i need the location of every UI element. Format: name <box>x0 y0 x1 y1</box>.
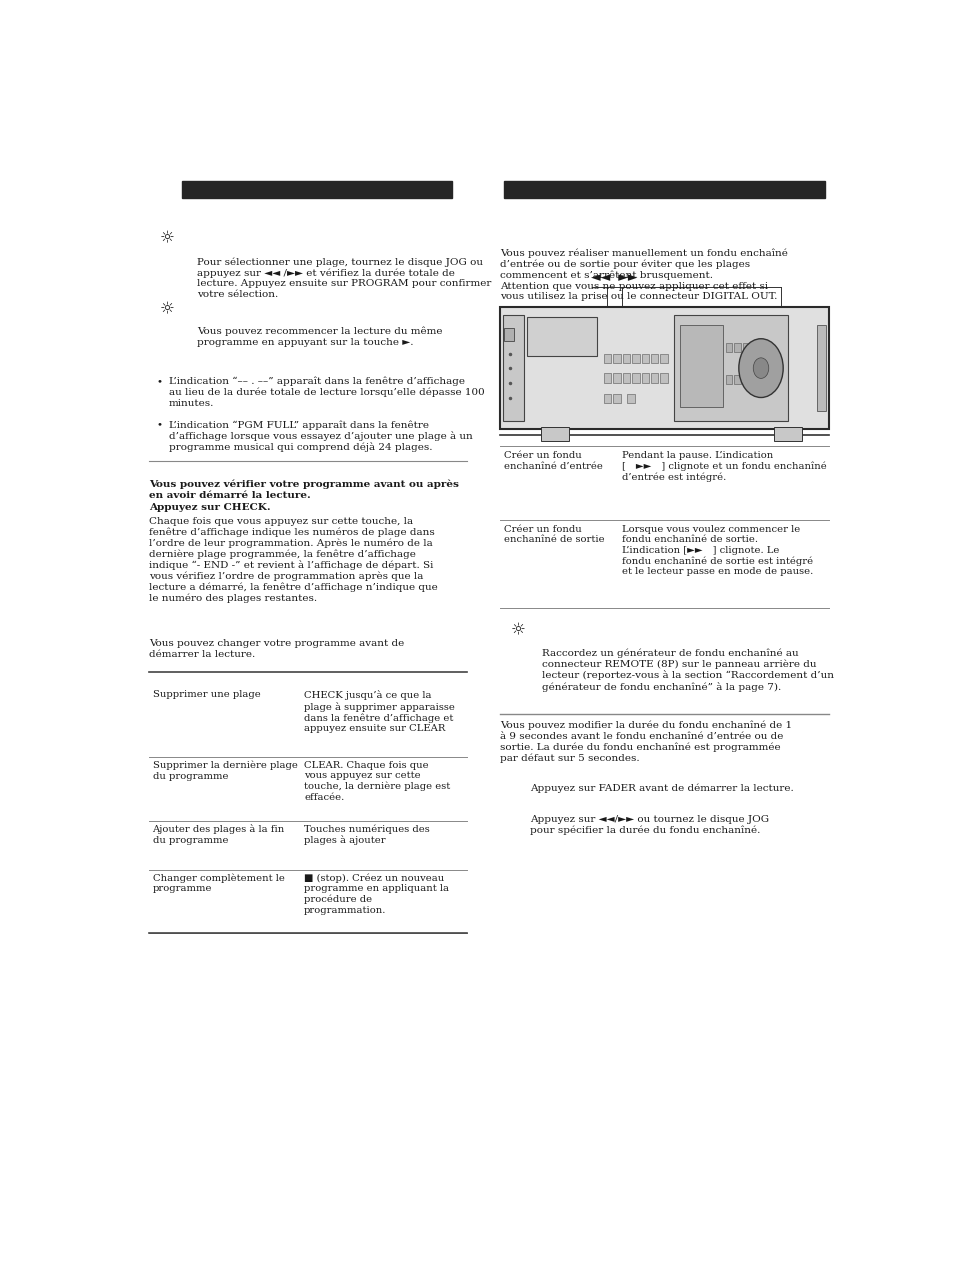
Bar <box>632 373 639 383</box>
Bar <box>613 393 619 403</box>
Text: Ajouter des plages à la fin
du programme: Ajouter des plages à la fin du programme <box>152 824 285 845</box>
Text: CHECK jusqu’à ce que la
plage à supprimer apparaisse
dans la fenêtre d’affichage: CHECK jusqu’à ce que la plage à supprime… <box>304 691 455 733</box>
Text: •: • <box>156 377 163 385</box>
Text: Vous pouvez modifier la durée du fondu enchanîné de 1
à 9 secondes avant le fond: Vous pouvez modifier la durée du fondu e… <box>499 721 791 763</box>
Bar <box>626 393 634 403</box>
Bar <box>724 343 731 352</box>
Bar <box>603 354 610 364</box>
Text: Vous pouvez recommencer la lecture du même
programme en appuyant sur la touche ►: Vous pouvez recommencer la lecture du mê… <box>196 327 442 347</box>
Bar <box>499 308 828 429</box>
Bar <box>613 373 619 383</box>
Text: Supprimer la dernière plage
du programme: Supprimer la dernière plage du programme <box>152 761 297 781</box>
Text: L’indication “–– . ––” apparaît dans la fenêtre d’affichage
au lieu de la durée : L’indication “–– . ––” apparaît dans la … <box>169 377 484 408</box>
Bar <box>751 343 758 352</box>
Text: Appuyez sur FADER avant de démarrer la lecture.: Appuyez sur FADER avant de démarrer la l… <box>529 784 793 792</box>
Bar <box>742 375 749 384</box>
Bar <box>734 375 740 384</box>
Bar <box>502 315 523 421</box>
Text: ■ (stop). Créez un nouveau
programme en appliquant la
procédure de
programmation: ■ (stop). Créez un nouveau programme en … <box>304 874 449 915</box>
Bar <box>773 427 801 440</box>
Bar <box>659 354 667 364</box>
Bar <box>734 343 740 352</box>
Text: CLEAR. Chaque fois que
vous appuyez sur cette
touche, la dernière plage est
effa: CLEAR. Chaque fois que vous appuyez sur … <box>304 761 450 801</box>
Text: ☼: ☼ <box>160 230 174 248</box>
Text: Chaque fois que vous appuyez sur cette touche, la
fenêtre d’affichage indique le: Chaque fois que vous appuyez sur cette t… <box>149 516 437 603</box>
Bar <box>641 354 649 364</box>
Text: •: • <box>156 420 163 429</box>
Text: Touches numériques des
plages à ajouter: Touches numériques des plages à ajouter <box>304 824 430 846</box>
Text: Appuyez sur ◄◄/►► ou tournez le disque JOG
pour spécifier la durée du fondu ench: Appuyez sur ◄◄/►► ou tournez le disque J… <box>529 815 768 834</box>
Text: ☼: ☼ <box>511 622 525 640</box>
Bar <box>650 373 658 383</box>
Text: L’indication “PGM FULL” apparaît dans la fenêtre
d’affichage lorsque vous essaye: L’indication “PGM FULL” apparaît dans la… <box>169 420 472 453</box>
Bar <box>659 373 667 383</box>
Text: ◄◄  ►►: ◄◄ ►► <box>591 271 638 284</box>
Bar <box>622 373 630 383</box>
Text: Supprimer une plage: Supprimer une plage <box>152 691 260 700</box>
Text: Créer un fondu
enchanîné de sortie: Créer un fondu enchanîné de sortie <box>503 525 603 544</box>
Circle shape <box>753 357 768 378</box>
Bar <box>641 373 649 383</box>
Text: Vous pouvez réaliser manuellement un fondu enchaîné
d’entrée ou de sortie pour é: Vous pouvez réaliser manuellement un fon… <box>499 248 787 301</box>
Bar <box>817 326 825 411</box>
Bar <box>526 317 597 356</box>
Bar <box>603 373 610 383</box>
Bar <box>742 343 749 352</box>
Text: Créer un fondu
enchanîné d’entrée: Créer un fondu enchanîné d’entrée <box>503 452 602 471</box>
Text: Vous pouvez changer votre programme avant de
démarrer la lecture.: Vous pouvez changer votre programme avan… <box>149 640 404 659</box>
Bar <box>540 427 568 440</box>
Text: Pendant la pause. L’indication
[ ►► ] clignote et un fondu enchanîné
d’entrée es: Pendant la pause. L’indication [ ►► ] cl… <box>621 452 826 482</box>
Bar <box>724 375 731 384</box>
Bar <box>503 181 824 198</box>
Bar <box>504 328 514 341</box>
Bar <box>632 354 639 364</box>
Circle shape <box>738 338 782 397</box>
Text: Lorsque vous voulez commencer le
fondu enchanîné de sortie.
L’indication [►► ] c: Lorsque vous voulez commencer le fondu e… <box>621 525 812 576</box>
Bar <box>603 393 610 403</box>
Bar <box>650 354 658 364</box>
Text: Raccordez un générateur de fondu enchanîné au
connecteur REMOTE (8P) sur le pann: Raccordez un générateur de fondu enchanî… <box>541 649 833 692</box>
Bar <box>679 326 721 407</box>
Bar <box>673 315 787 421</box>
Text: ☼: ☼ <box>160 300 174 318</box>
Text: Changer complètement le
programme: Changer complètement le programme <box>152 874 284 893</box>
Text: Vous pouvez vérifier votre programme avant ou après
en avoir démarré la lecture.: Vous pouvez vérifier votre programme ava… <box>149 480 458 500</box>
Bar <box>622 354 630 364</box>
Bar <box>182 181 452 198</box>
Text: Appuyez sur CHECK.: Appuyez sur CHECK. <box>149 504 270 513</box>
Text: Pour sélectionner une plage, tournez le disque JOG ou
appuyez sur ◄◄ /►► et véri: Pour sélectionner une plage, tournez le … <box>196 257 491 299</box>
Bar <box>613 354 619 364</box>
Bar <box>751 375 758 384</box>
